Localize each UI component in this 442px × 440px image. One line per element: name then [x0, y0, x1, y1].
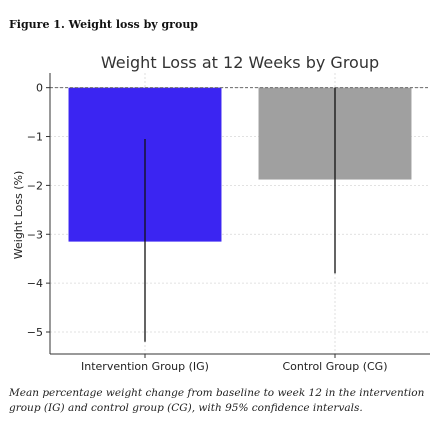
- x-tick-label: Control Group (CG): [282, 360, 387, 373]
- ticks-layer: 0 −1 −2 −3 −4 −5 Intervention Group (IG) Contro…: [27, 82, 388, 373]
- y-axis-label: Weight Loss (%): [12, 171, 25, 259]
- x-tick-label: Intervention Group (IG): [81, 360, 209, 373]
- chart-title: Weight Loss at 12 Weeks by Group: [101, 53, 379, 72]
- y-tick-label: 0: [36, 82, 43, 95]
- figure-caption: Mean percentage weight change from basel…: [9, 387, 425, 414]
- error-bars-layer: [144, 87, 336, 342]
- y-tick-label: −3: [27, 228, 43, 241]
- figure-label: Figure 1. Weight loss by group: [9, 18, 199, 31]
- bars-layer: [68, 87, 412, 242]
- y-tick-label: −4: [27, 277, 43, 290]
- weight-loss-bar-chart: Weight Loss at 12 Weeks by Group Weight …: [12, 53, 430, 373]
- y-tick-label: −2: [27, 179, 43, 192]
- axes-layer: [49, 73, 430, 355]
- y-tick-label: −5: [27, 326, 43, 339]
- y-tick-label: −1: [27, 131, 43, 144]
